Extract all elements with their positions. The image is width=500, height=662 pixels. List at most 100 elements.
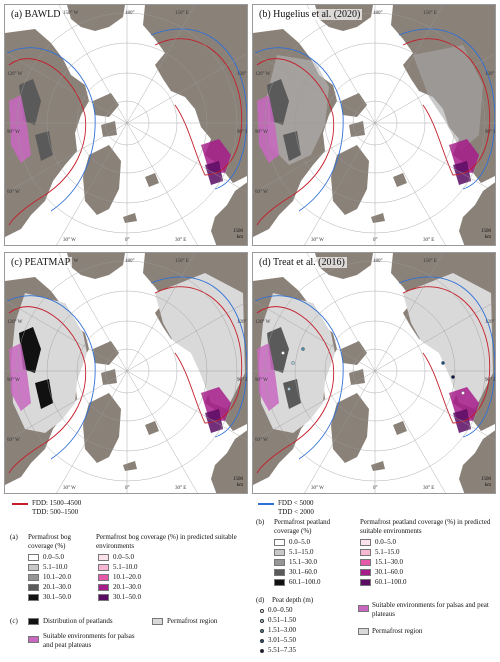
meridian-line bbox=[374, 122, 446, 245]
peat-depth-site bbox=[451, 375, 455, 379]
coordinate-label: 60° W bbox=[255, 190, 268, 195]
legend-d-tag: (d) bbox=[256, 596, 265, 604]
meridian-line bbox=[306, 253, 376, 372]
panel-title: (b) Hugelius et al. (2020) bbox=[257, 9, 363, 20]
legend-item-label: 0.0–5.0 bbox=[113, 553, 134, 561]
meridian-line bbox=[126, 370, 247, 441]
suitable-environment bbox=[9, 343, 31, 411]
peatland-coverage bbox=[267, 55, 329, 165]
arctic-island bbox=[93, 93, 119, 117]
coordinate-label: 120° E bbox=[237, 320, 248, 325]
meridian-line bbox=[126, 5, 196, 124]
meridian-line bbox=[374, 370, 495, 441]
map-a: 150° W 180° 150° E 120° W 90° W 60° W 120° E 90… bbox=[5, 5, 247, 245]
scale-unit: km bbox=[236, 483, 243, 488]
legend-item-label: 15.1–30.0 bbox=[375, 558, 403, 566]
europe-landmass bbox=[459, 430, 495, 493]
suitable-environment bbox=[453, 161, 471, 185]
peatland-coverage bbox=[413, 45, 483, 151]
meridian-line bbox=[126, 122, 247, 193]
legend-d-perma-label: Permafrost region bbox=[372, 627, 423, 635]
legend-swatch bbox=[28, 564, 39, 571]
greenland bbox=[331, 393, 369, 463]
legend-item-label: 0.0–5.0 bbox=[289, 538, 310, 546]
legend-item-label: 0.0–5.0 bbox=[375, 538, 396, 546]
coordinate-label: 120° W bbox=[7, 72, 23, 77]
tdd-contour-blue bbox=[150, 276, 247, 438]
meridian-line bbox=[374, 301, 495, 372]
tdd-contour-blue bbox=[6, 295, 96, 460]
coordinate-label: 60° W bbox=[7, 438, 20, 443]
coordinate-label: 30° E bbox=[175, 486, 186, 491]
legend-c-suit-swatch bbox=[28, 636, 39, 643]
legend-swatch bbox=[98, 594, 109, 601]
arctic-island bbox=[341, 93, 367, 117]
europe-landmass bbox=[459, 182, 495, 245]
legend-swatch bbox=[274, 569, 285, 576]
legend-item-label: 30.1–50.0 bbox=[43, 593, 71, 601]
peat-depth-site bbox=[441, 361, 445, 365]
meridian-line bbox=[126, 53, 247, 124]
legend-c-perma-label: Permafrost region bbox=[167, 617, 218, 625]
coordinate-label: 30° W bbox=[311, 486, 324, 491]
scale-unit: km bbox=[484, 235, 491, 240]
red-line-label-2: TDD: 500–1500 bbox=[32, 508, 79, 516]
peat-depth-label: 3.01–5.50 bbox=[268, 636, 296, 644]
legend-swatch bbox=[360, 539, 371, 546]
coordinate-label: 180° bbox=[125, 259, 135, 264]
coordinate-label: 180° bbox=[373, 11, 383, 16]
peat-depth-dot bbox=[260, 609, 264, 613]
coordinate-label: 120° E bbox=[485, 72, 496, 77]
legend-item-label: 5.1–10.0 bbox=[113, 563, 138, 571]
coordinate-label: 120° E bbox=[485, 320, 496, 325]
peat-depth-dot bbox=[260, 649, 264, 653]
fdd-contour-red bbox=[256, 58, 335, 226]
peat-depth-dot bbox=[260, 619, 264, 623]
peat-depth-site bbox=[291, 361, 295, 365]
peat-depth-label: 0.51–1.50 bbox=[268, 616, 296, 624]
legend-swatch bbox=[274, 579, 285, 586]
iceland bbox=[123, 213, 137, 223]
arctic-island bbox=[341, 341, 367, 365]
scale-km: 1500 bbox=[233, 229, 243, 234]
coordinate-label: 90° W bbox=[7, 378, 20, 383]
legend-swatch bbox=[274, 549, 285, 556]
legend-item-label: 15.1–30.0 bbox=[289, 558, 317, 566]
legend-c-tag: (c) bbox=[10, 617, 18, 625]
meridian-line bbox=[306, 5, 376, 124]
legend-item-label: 60.1–100.0 bbox=[375, 578, 407, 586]
fdd-contour-red bbox=[154, 38, 243, 176]
meridian-line bbox=[56, 370, 128, 493]
legend-swatch bbox=[28, 574, 39, 581]
suitable-environment bbox=[205, 409, 223, 433]
scale-bar: 1500 km bbox=[233, 477, 243, 489]
coordinate-label: 150° E bbox=[423, 259, 437, 264]
meridian-line bbox=[126, 253, 196, 372]
iceland bbox=[371, 461, 385, 471]
peat-depth-label: 1.51–3.00 bbox=[268, 626, 296, 634]
coordinate-label: 60° W bbox=[255, 438, 268, 443]
coordinate-label: 90° W bbox=[255, 378, 268, 383]
meridian-line bbox=[58, 253, 128, 372]
red-line-label-1: FDD: 1500–4500 bbox=[32, 499, 82, 507]
meridian-line bbox=[126, 301, 247, 372]
fdd-contour-red bbox=[154, 286, 243, 424]
peat-depth-site bbox=[301, 347, 305, 351]
coordinate-label: 90° W bbox=[7, 130, 20, 135]
legend-item-label: 5.1–15.0 bbox=[289, 548, 314, 556]
coordinate-label: 90° E bbox=[237, 378, 248, 383]
legend-b-col2-title: Permafrost peatland coverage (%) in pred… bbox=[360, 518, 491, 535]
legend-item-label: 20.1–30.0 bbox=[43, 583, 71, 591]
greenland bbox=[83, 145, 121, 215]
legend-item-label: 30.1–60.0 bbox=[289, 568, 317, 576]
legend-b-tag: (b) bbox=[256, 518, 265, 526]
meridian-line bbox=[374, 53, 495, 124]
scale-km: 1500 bbox=[233, 477, 243, 482]
legend-swatch bbox=[98, 564, 109, 571]
fdd-contour-red bbox=[402, 38, 491, 176]
legend-swatch bbox=[98, 554, 109, 561]
coordinate-label: 60° W bbox=[7, 190, 20, 195]
meridian-line bbox=[5, 122, 128, 194]
peat-depth-label: 5.51–7.35 bbox=[268, 646, 296, 654]
